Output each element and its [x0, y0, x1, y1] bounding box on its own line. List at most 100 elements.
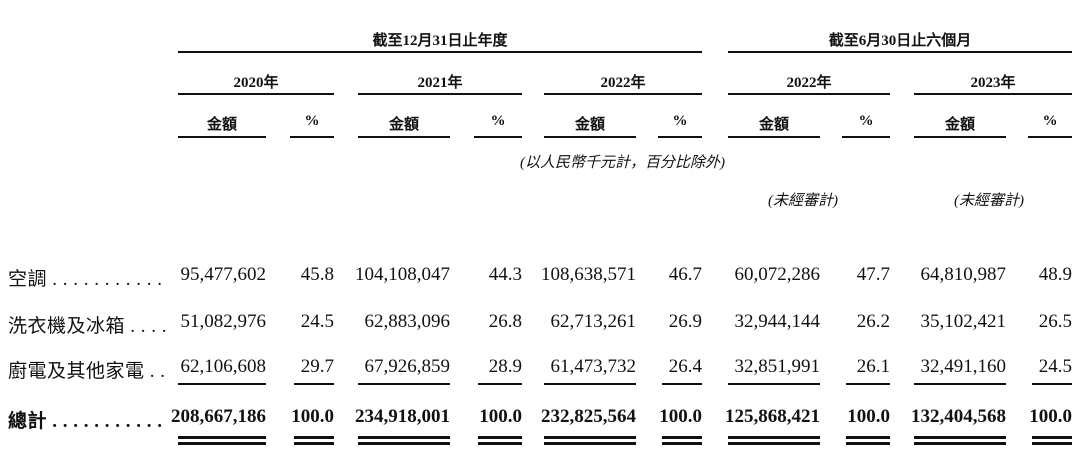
table-cell: 47.7 — [856, 264, 890, 285]
total-cell: 100.0 — [1029, 406, 1072, 427]
total-double-rule — [846, 436, 890, 445]
table-cell: 62,883,096 — [364, 311, 451, 332]
year-2023-half: 2023年 — [970, 75, 1016, 91]
table-cell: 24.5 — [300, 311, 334, 332]
percent-header: % — [672, 113, 688, 129]
group-title-year: 截至12月31日止年度 — [372, 33, 508, 49]
col-rule — [842, 136, 890, 138]
total-double-rule — [728, 436, 820, 445]
table-cell: 62,713,261 — [550, 311, 637, 332]
col-rule — [358, 136, 450, 138]
percent-header: % — [1042, 113, 1058, 129]
total-cell: 132,404,568 — [911, 406, 1006, 427]
year-rule — [178, 93, 334, 95]
subtotal-rule — [662, 383, 702, 385]
table-cell: 46.7 — [668, 264, 702, 285]
row-label: 空調 . . . . . . . . . . . — [8, 269, 163, 290]
col-rule — [544, 136, 636, 138]
percent-header: % — [304, 113, 320, 129]
total-cell: 208,667,186 — [171, 406, 266, 427]
year-rule — [728, 93, 890, 95]
row-label: 洗衣機及冰箱 . . . . — [8, 316, 168, 337]
table-cell: 26.4 — [668, 356, 702, 377]
col-rule — [1028, 136, 1072, 138]
col-rule — [290, 136, 334, 138]
amount-header: 金額 — [388, 117, 419, 133]
table-cell: 35,102,421 — [920, 311, 1007, 332]
year-2020: 2020年 — [233, 75, 279, 91]
year-2022: 2022年 — [600, 75, 646, 91]
amount-header: 金額 — [758, 117, 789, 133]
subtotal-rule — [294, 383, 334, 385]
year-rule — [358, 93, 522, 95]
group-rule-halfyear — [728, 51, 1072, 53]
total-cell: 234,918,001 — [355, 406, 450, 427]
group-rule-year — [178, 51, 702, 53]
total-cell: 100.0 — [847, 406, 890, 427]
table-cell: 48.9 — [1038, 264, 1072, 285]
col-rule — [914, 136, 1006, 138]
table-cell: 108,638,571 — [541, 264, 636, 285]
group-title-halfyear: 截至6月30日止六個月 — [828, 33, 972, 49]
table-cell: 24.5 — [1038, 356, 1072, 377]
col-rule — [728, 136, 820, 138]
total-cell: 125,868,421 — [725, 406, 820, 427]
table-cell: 26.8 — [488, 311, 522, 332]
total-cell: 100.0 — [479, 406, 522, 427]
unit-note: (以人民幣千元計，百分比除外) — [520, 155, 725, 171]
year-rule — [914, 93, 1072, 95]
table-cell: 60,072,286 — [734, 264, 821, 285]
table-cell: 45.8 — [300, 264, 334, 285]
amount-header: 金額 — [944, 117, 975, 133]
table-cell: 32,851,991 — [734, 356, 821, 377]
year-2022-half: 2022年 — [786, 75, 832, 91]
total-double-rule — [914, 436, 1006, 445]
table-cell: 51,082,976 — [180, 311, 267, 332]
col-rule — [474, 136, 522, 138]
subtotal-rule — [846, 383, 890, 385]
table-cell: 95,477,602 — [180, 264, 267, 285]
total-double-rule — [178, 436, 266, 445]
total-cell: 100.0 — [291, 406, 334, 427]
table-cell: 62,106,608 — [180, 356, 267, 377]
col-rule — [658, 136, 702, 138]
total-label: 總計 . . . . . . . . . . . — [8, 411, 163, 432]
col-rule — [178, 136, 266, 138]
total-cell: 100.0 — [659, 406, 702, 427]
row-label: 廚電及其他家電 . . — [8, 361, 166, 382]
subtotal-rule — [544, 383, 636, 385]
total-double-rule — [478, 436, 522, 445]
table-cell: 44.3 — [488, 264, 522, 285]
subtotal-rule — [178, 383, 266, 385]
table-cell: 26.5 — [1038, 311, 1072, 332]
table-cell: 32,491,160 — [920, 356, 1007, 377]
table-cell: 28.9 — [488, 356, 522, 377]
table-cell: 67,926,859 — [364, 356, 451, 377]
year-rule — [544, 93, 702, 95]
table-cell: 64,810,987 — [920, 264, 1007, 285]
table-cell: 104,108,047 — [355, 264, 450, 285]
total-double-rule — [662, 436, 702, 445]
unaudited-note: (未經審計) — [954, 193, 1024, 209]
total-double-rule — [294, 436, 334, 445]
subtotal-rule — [358, 383, 450, 385]
table-cell: 29.7 — [300, 356, 334, 377]
table-cell: 26.9 — [668, 311, 702, 332]
subtotal-rule — [728, 383, 820, 385]
unaudited-note: (未經審計) — [768, 193, 838, 209]
table-cell: 26.1 — [856, 356, 890, 377]
total-double-rule — [358, 436, 450, 445]
total-cell: 232,825,564 — [541, 406, 636, 427]
table-cell: 61,473,732 — [550, 356, 637, 377]
table-cell: 32,944,144 — [734, 311, 821, 332]
subtotal-rule — [478, 383, 522, 385]
total-double-rule — [544, 436, 636, 445]
year-2021: 2021年 — [417, 75, 463, 91]
subtotal-rule — [1032, 383, 1072, 385]
percent-header: % — [490, 113, 506, 129]
subtotal-rule — [914, 383, 1006, 385]
table-cell: 26.2 — [856, 311, 890, 332]
percent-header: % — [858, 113, 874, 129]
amount-header: 金額 — [206, 117, 237, 133]
total-double-rule — [1032, 436, 1072, 445]
